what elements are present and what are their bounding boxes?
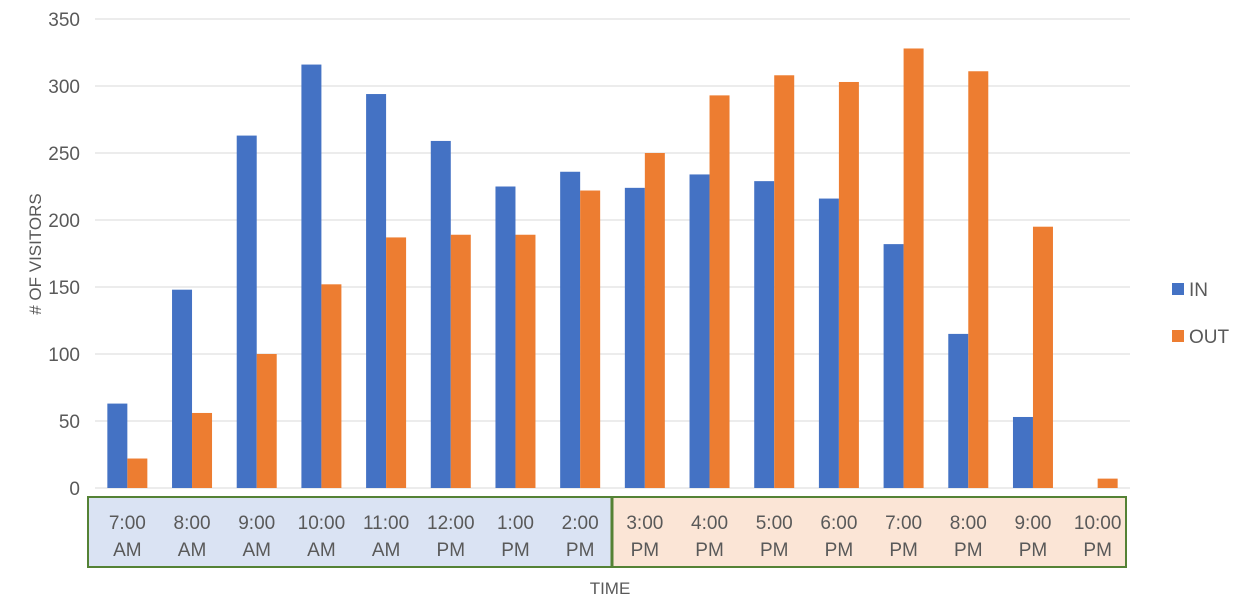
bar-in — [301, 64, 322, 488]
bar-in — [883, 244, 904, 488]
y-axis-ticks: 0 50 100 150 200 250 300 350 — [48, 10, 80, 500]
bar-in — [236, 135, 257, 488]
bar-out — [450, 234, 471, 488]
bar-in — [1012, 416, 1033, 488]
category-group-boxes — [87, 496, 1127, 568]
bar-in — [818, 198, 839, 488]
bar-in — [172, 289, 193, 488]
category-group-box — [611, 496, 1127, 568]
x-tick-label: 6:00 — [820, 513, 857, 534]
x-tick-label: 7:00 — [109, 513, 146, 534]
bar-in — [624, 187, 645, 488]
category-group-box — [87, 496, 613, 568]
x-tick-label: AM — [178, 540, 207, 561]
bar-out — [968, 71, 989, 488]
bar-out — [515, 234, 536, 488]
x-tick-label: PM — [631, 540, 660, 561]
y-tick-label: 50 — [59, 412, 80, 433]
bar-in — [689, 174, 710, 488]
x-tick-label: 1:00 — [497, 513, 534, 534]
bar-out — [386, 237, 407, 488]
x-tick-label: PM — [825, 540, 854, 561]
bar-out — [1097, 478, 1118, 488]
x-tick-label: 5:00 — [756, 513, 793, 534]
x-tick-label: PM — [1083, 540, 1112, 561]
x-tick-label: 9:00 — [1014, 513, 1051, 534]
x-tick-label: PM — [889, 540, 918, 561]
bar-out — [644, 153, 665, 488]
bar-in — [754, 181, 775, 488]
bar-out — [903, 48, 924, 488]
x-tick-label: AM — [372, 540, 401, 561]
x-tick-label: 2:00 — [562, 513, 599, 534]
x-tick-label: 10:00 — [298, 513, 346, 534]
y-tick-label: 250 — [48, 144, 80, 165]
x-tick-label: PM — [1019, 540, 1048, 561]
bar-in — [366, 94, 387, 488]
bar-in — [948, 333, 969, 488]
bar-out — [192, 412, 213, 488]
x-tick-label: 7:00 — [885, 513, 922, 534]
x-tick-label: 9:00 — [238, 513, 275, 534]
y-tick-label: 200 — [48, 211, 80, 232]
bar-out — [709, 95, 730, 488]
x-tick-label: 10:00 — [1074, 513, 1122, 534]
y-tick-label: 350 — [48, 10, 80, 31]
x-axis-ticks: 7:00 AM 8:00 AM 9:00 AM 10:00 AM 11:00 AM 12:00 PM 1… — [109, 513, 1122, 561]
legend-swatch-in — [1172, 283, 1184, 295]
x-tick-label: PM — [437, 540, 466, 561]
bar-out — [580, 190, 601, 488]
bar-out — [838, 81, 859, 488]
bar-out — [256, 354, 277, 488]
bars — [107, 48, 1118, 488]
x-tick-label: AM — [242, 540, 271, 561]
legend-label-in: IN — [1189, 280, 1208, 301]
y-axis-title: # OF VISITORS — [26, 193, 45, 315]
legend: IN OUT — [1172, 280, 1230, 348]
y-tick-label: 0 — [69, 479, 80, 500]
x-tick-label: PM — [566, 540, 595, 561]
bar-out — [774, 75, 795, 488]
y-tick-label: 150 — [48, 278, 80, 299]
y-tick-label: 100 — [48, 345, 80, 366]
x-axis-title: TIME — [590, 579, 631, 598]
bar-in — [430, 140, 451, 488]
x-tick-label: PM — [954, 540, 983, 561]
x-tick-label: 8:00 — [950, 513, 987, 534]
x-tick-label: AM — [113, 540, 142, 561]
x-tick-label: AM — [307, 540, 336, 561]
x-tick-label: PM — [695, 540, 724, 561]
x-tick-label: 4:00 — [691, 513, 728, 534]
y-tick-label: 300 — [48, 77, 80, 98]
bar-in — [107, 403, 128, 488]
legend-swatch-out — [1172, 330, 1184, 342]
bar-in — [495, 186, 516, 488]
x-tick-label: 3:00 — [626, 513, 663, 534]
legend-label-out: OUT — [1189, 327, 1230, 348]
bar-in — [560, 171, 581, 488]
bar-out — [321, 284, 342, 488]
x-tick-label: PM — [501, 540, 530, 561]
x-tick-label: PM — [760, 540, 789, 561]
bar-out — [127, 458, 148, 488]
bar-out — [1032, 226, 1053, 488]
x-tick-label: 12:00 — [427, 513, 475, 534]
x-tick-label: 11:00 — [363, 513, 409, 534]
x-tick-label: 8:00 — [174, 513, 211, 534]
